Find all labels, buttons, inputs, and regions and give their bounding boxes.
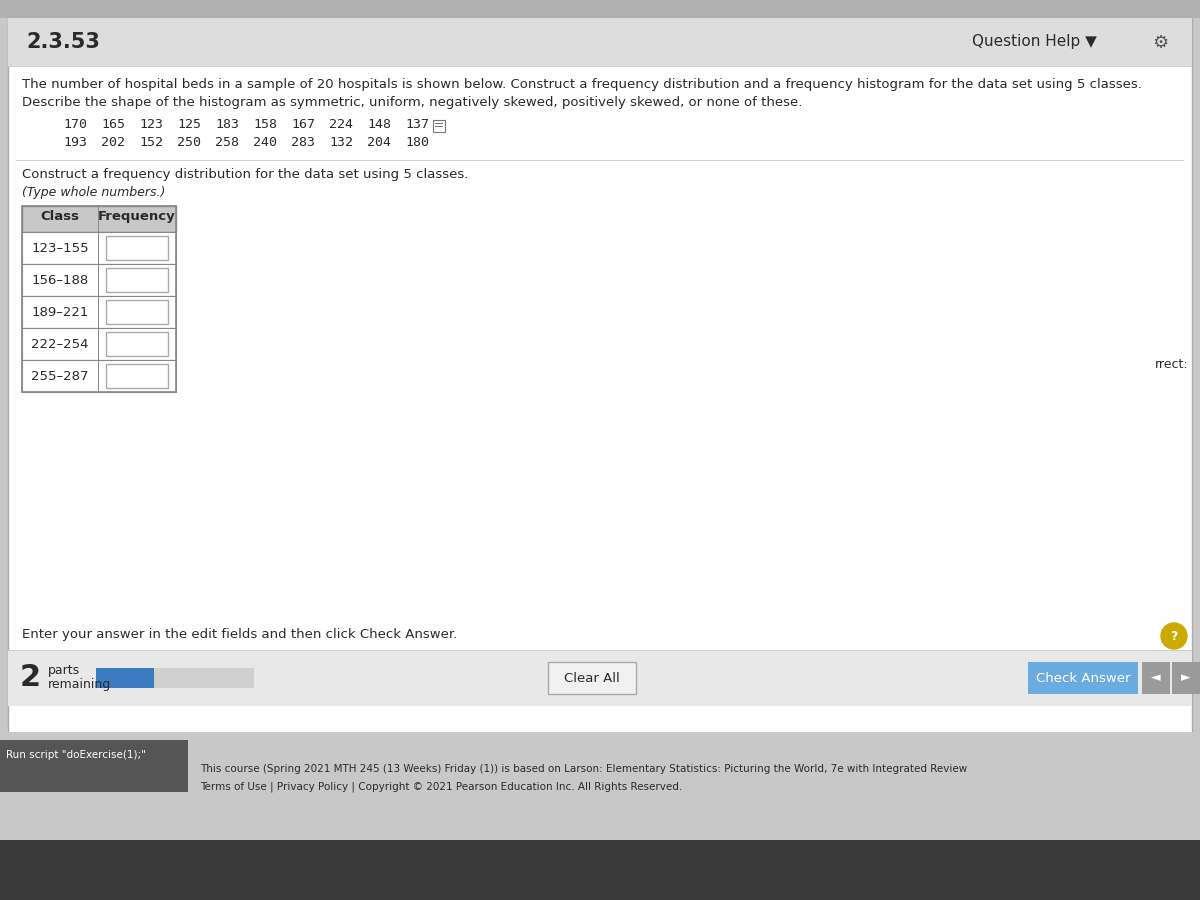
Text: 240: 240 [253, 136, 277, 149]
Text: 202: 202 [101, 136, 125, 149]
Text: 250: 250 [178, 136, 202, 149]
Bar [22, 206, 176, 232]
Text: Describe the shape of the histogram as symmetric, uniform, negatively skewed, po: Describe the shape of the histogram as s… [22, 96, 803, 109]
Text: 165: 165 [101, 118, 125, 131]
Bar [106, 332, 168, 356]
Text: 255–287: 255–287 [31, 370, 89, 382]
Bar [96, 668, 154, 688]
Text: ?: ? [1170, 629, 1177, 643]
Bar [8, 650, 1192, 651]
Text: Check Answer: Check Answer [1036, 671, 1130, 685]
Text: The number of hospital beds in a sample of 20 hospitals is shown below. Construc: The number of hospital beds in a sample … [22, 78, 1142, 91]
Bar [8, 650, 1192, 706]
Bar [0, 840, 1200, 900]
Bar [8, 66, 1192, 67]
Bar [16, 160, 1184, 161]
Bar [154, 668, 254, 688]
Text: Frequency: Frequency [98, 210, 176, 223]
Bar [22, 264, 176, 296]
Bar [1028, 662, 1138, 694]
Bar [22, 296, 176, 328]
Text: 193: 193 [64, 136, 88, 149]
Bar [106, 300, 168, 324]
Text: 123: 123 [139, 118, 163, 131]
Bar [0, 732, 1200, 900]
Text: 158: 158 [253, 118, 277, 131]
Text: 180: 180 [406, 136, 430, 149]
Bar [0, 740, 188, 792]
Text: remaining: remaining [48, 678, 112, 691]
Bar [0, 0, 1200, 18]
Text: 148: 148 [367, 118, 391, 131]
Text: Question Help ▼: Question Help ▼ [972, 34, 1097, 49]
Bar [106, 236, 168, 260]
Text: ◄: ◄ [1151, 671, 1160, 685]
Text: Enter your answer in the edit fields and then click Check Answer.: Enter your answer in the edit fields and… [22, 628, 457, 641]
Bar [8, 18, 1192, 738]
Text: ⚙: ⚙ [1152, 34, 1168, 52]
Bar [436, 126, 443, 127]
Bar [433, 120, 445, 132]
Bar [106, 268, 168, 292]
Text: 2.3.53: 2.3.53 [26, 32, 100, 52]
Text: Run script "doExercise(1);": Run script "doExercise(1);" [6, 750, 146, 760]
Bar [106, 364, 168, 388]
Text: 123–155: 123–155 [31, 241, 89, 255]
Circle shape [1162, 623, 1187, 649]
Text: ►: ► [1181, 671, 1190, 685]
Text: Construct a frequency distribution for the data set using 5 classes.: Construct a frequency distribution for t… [22, 168, 468, 181]
Bar [22, 232, 176, 264]
Text: 132: 132 [329, 136, 353, 149]
Bar [22, 360, 176, 392]
Text: 2: 2 [19, 663, 41, 692]
Text: This course (Spring 2021 MTH 245 (13 Weeks) Friday (1)) is based on Larson: Elem: This course (Spring 2021 MTH 245 (13 Wee… [200, 764, 967, 774]
Text: Terms of Use | Privacy Policy | Copyright © 2021 Pearson Education Inc. All Righ: Terms of Use | Privacy Policy | Copyrigh… [200, 782, 683, 793]
Bar [436, 123, 443, 124]
Text: parts: parts [48, 664, 80, 677]
Bar [1142, 662, 1170, 694]
Text: 189–221: 189–221 [31, 305, 89, 319]
Bar [1172, 662, 1200, 694]
Text: 170: 170 [64, 118, 88, 131]
Text: Clear All: Clear All [564, 671, 620, 685]
Text: 183: 183 [215, 118, 239, 131]
Text: 167: 167 [292, 118, 314, 131]
Bar [22, 328, 176, 360]
Text: 258: 258 [215, 136, 239, 149]
Bar [190, 752, 1200, 832]
Text: 152: 152 [139, 136, 163, 149]
Text: rrect:: rrect: [1156, 358, 1189, 371]
Text: 156–188: 156–188 [31, 274, 89, 286]
Text: 224: 224 [329, 118, 353, 131]
Text: 283: 283 [292, 136, 314, 149]
Text: Class: Class [41, 210, 79, 223]
Text: 204: 204 [367, 136, 391, 149]
Text: 125: 125 [178, 118, 202, 131]
Bar [8, 18, 1192, 66]
Bar [548, 662, 636, 694]
Bar [22, 206, 176, 392]
Text: 137: 137 [406, 118, 430, 131]
Text: (Type whole numbers.): (Type whole numbers.) [22, 186, 166, 199]
Text: 222–254: 222–254 [31, 338, 89, 350]
